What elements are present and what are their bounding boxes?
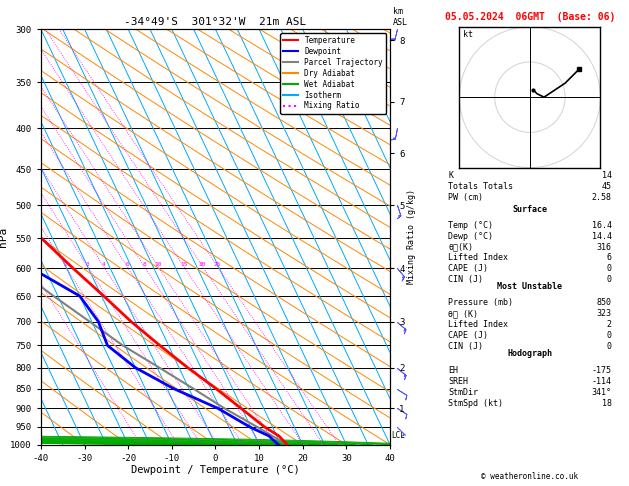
Text: 850: 850 [596, 298, 611, 307]
Text: 0: 0 [606, 275, 611, 284]
Text: θᴄ (K): θᴄ (K) [448, 309, 478, 318]
Text: Pressure (mb): Pressure (mb) [448, 298, 513, 307]
Text: CIN (J): CIN (J) [448, 342, 483, 351]
Text: 0: 0 [606, 331, 611, 340]
Legend: Temperature, Dewpoint, Parcel Trajectory, Dry Adiabat, Wet Adiabat, Isotherm, Mi: Temperature, Dewpoint, Parcel Trajectory… [280, 33, 386, 114]
Text: 2.58: 2.58 [592, 193, 611, 202]
Text: 0: 0 [606, 342, 611, 351]
Text: 14.4: 14.4 [592, 232, 611, 241]
Text: 05.05.2024  06GMT  (Base: 06): 05.05.2024 06GMT (Base: 06) [445, 12, 615, 22]
Text: -114: -114 [592, 377, 611, 386]
Text: LCL: LCL [391, 432, 405, 440]
Text: 15: 15 [180, 261, 187, 267]
Text: Hodograph: Hodograph [508, 349, 552, 358]
Text: 10: 10 [154, 261, 162, 267]
Text: 0: 0 [606, 264, 611, 273]
Title: -34°49'S  301°32'W  21m ASL: -34°49'S 301°32'W 21m ASL [125, 17, 306, 27]
Text: 25: 25 [214, 261, 221, 267]
Y-axis label: hPa: hPa [0, 227, 8, 247]
Text: km
ASL: km ASL [393, 7, 408, 27]
Text: 6: 6 [606, 253, 611, 262]
Text: PW (cm): PW (cm) [448, 193, 483, 202]
Text: Temp (°C): Temp (°C) [448, 221, 493, 230]
Text: Dewp (°C): Dewp (°C) [448, 232, 493, 241]
Text: 4: 4 [102, 261, 106, 267]
Text: EH: EH [448, 366, 459, 375]
Text: 341°: 341° [592, 388, 611, 397]
Text: 14: 14 [601, 171, 611, 180]
Text: SREH: SREH [448, 377, 468, 386]
Text: 2: 2 [606, 320, 611, 329]
Text: CIN (J): CIN (J) [448, 275, 483, 284]
X-axis label: Dewpoint / Temperature (°C): Dewpoint / Temperature (°C) [131, 466, 300, 475]
Text: K: K [448, 171, 454, 180]
Text: 18: 18 [601, 399, 611, 408]
Text: StmSpd (kt): StmSpd (kt) [448, 399, 503, 408]
Text: kt: kt [463, 30, 473, 39]
Text: 16.4: 16.4 [592, 221, 611, 230]
Text: Lifted Index: Lifted Index [448, 320, 508, 329]
Text: θᴄ(K): θᴄ(K) [448, 243, 473, 252]
Text: 6: 6 [125, 261, 129, 267]
Text: Most Unstable: Most Unstable [498, 282, 562, 291]
Text: CAPE (J): CAPE (J) [448, 264, 488, 273]
Text: 20: 20 [199, 261, 206, 267]
Text: 8: 8 [143, 261, 147, 267]
Text: Surface: Surface [513, 205, 547, 214]
Text: Totals Totals: Totals Totals [448, 182, 513, 191]
Text: 45: 45 [601, 182, 611, 191]
Text: 3: 3 [86, 261, 89, 267]
Y-axis label: Mixing Ratio (g/kg): Mixing Ratio (g/kg) [407, 190, 416, 284]
Text: -175: -175 [592, 366, 611, 375]
Text: 316: 316 [596, 243, 611, 252]
Text: © weatheronline.co.uk: © weatheronline.co.uk [481, 472, 579, 481]
Text: CAPE (J): CAPE (J) [448, 331, 488, 340]
Text: 323: 323 [596, 309, 611, 318]
Text: StmDir: StmDir [448, 388, 478, 397]
Text: 2: 2 [64, 261, 68, 267]
Text: Lifted Index: Lifted Index [448, 253, 508, 262]
